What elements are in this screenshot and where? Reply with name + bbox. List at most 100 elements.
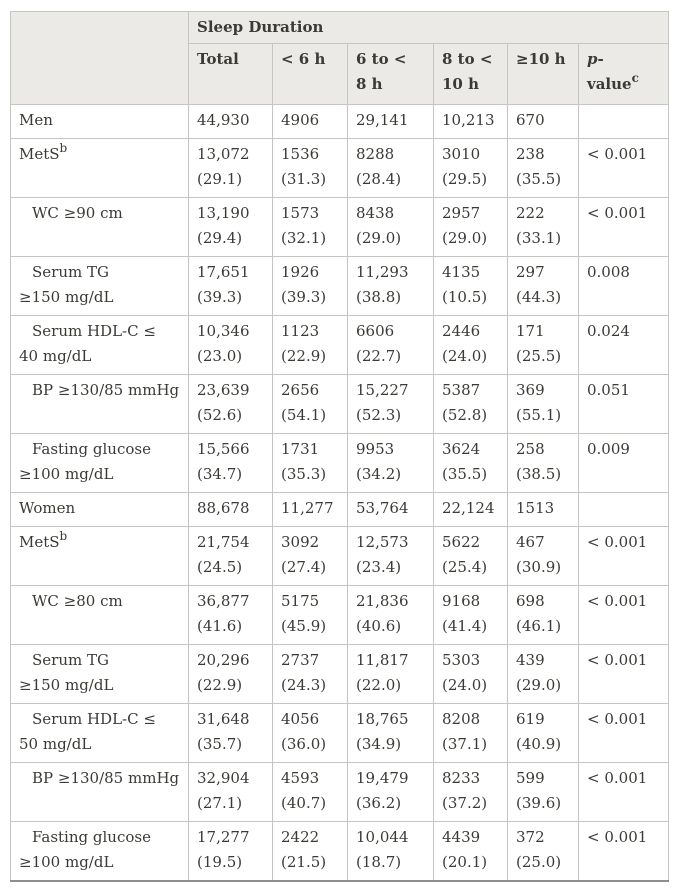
data-cell: 2737 (24.3) <box>272 644 348 704</box>
cell-count: 18,765 <box>356 710 409 728</box>
cell-percent: (37.1) <box>442 735 488 753</box>
cell-percent: (40.7) <box>281 794 327 812</box>
cell-count: 11,293 <box>356 263 409 281</box>
cell-percent: (46.1) <box>516 617 562 635</box>
cell-count: 21,836 <box>356 592 409 610</box>
data-cell: 8438 (29.0) <box>347 197 434 257</box>
data-cell: 44,930 <box>188 104 273 139</box>
cell-count: 12,573 <box>356 533 409 551</box>
cell-percent: (33.1) <box>516 229 562 247</box>
data-cell: 9168 (41.4) <box>433 585 508 645</box>
data-cell: 467 (30.9) <box>507 526 579 586</box>
p-value-cell: < 0.001 <box>577 703 670 763</box>
data-cell: 29,141 <box>347 104 434 139</box>
table-row: WC ≥90 cm 13,190 (29.4) 1573 (32.1) 8438 (29.0… <box>10 197 670 257</box>
table-row: MetSb 13,072 (29.1) 1536 (31.3) 8288 (28.4) 301… <box>10 138 670 198</box>
row-label-line2: 50 mg/dL <box>19 735 92 753</box>
cell-percent: (52.3) <box>356 406 402 424</box>
row-label: Fasting glucose <box>32 440 151 458</box>
cell-count: 372 <box>516 828 545 846</box>
cell-percent: (35.7) <box>197 735 243 753</box>
p-value-cell: 0.009 <box>577 433 670 493</box>
data-cell: 5175 (45.9) <box>272 585 348 645</box>
data-cell: 15,566 (34.7) <box>188 433 273 493</box>
cell-count: 9168 <box>442 592 481 610</box>
cell-percent: (35.5) <box>442 465 488 483</box>
cell-count: 8233 <box>442 769 481 787</box>
header-line: Total <box>197 50 239 68</box>
cell-count: 9953 <box>356 440 395 458</box>
header-line: 10 h <box>442 75 480 93</box>
cell-count: 5387 <box>442 381 481 399</box>
data-cell: 23,639 (52.6) <box>188 374 273 434</box>
data-cell: 3624 (35.5) <box>433 433 508 493</box>
row-label: BP ≥130/85 mmHg <box>32 769 180 787</box>
cell-percent: (27.4) <box>281 558 327 576</box>
cell-percent: (39.3) <box>281 288 327 306</box>
col-header-total: Total <box>188 43 273 105</box>
data-cell: 36,877 (41.6) <box>188 585 273 645</box>
cell-percent: (30.9) <box>516 558 562 576</box>
cell-count: 4135 <box>442 263 481 281</box>
cell-count: 3092 <box>281 533 320 551</box>
data-cell: 53,764 <box>347 492 434 527</box>
cell-count: 599 <box>516 769 545 787</box>
cell-percent: (22.0) <box>356 676 402 694</box>
data-cell: 222 (33.1) <box>507 197 579 257</box>
cell-count: 171 <box>516 322 545 340</box>
cell-percent: (39.6) <box>516 794 562 812</box>
row-label-cell: MetSb <box>10 138 189 198</box>
cell-count: 1731 <box>281 440 320 458</box>
data-cell: 670 <box>507 104 579 139</box>
cell-percent: (24.3) <box>281 676 327 694</box>
table-row: BP ≥130/85 mmHg 23,639 (52.6) 2656 (54.1) 15,… <box>10 374 670 434</box>
p-value-cell <box>577 104 670 139</box>
cell-percent: (29.0) <box>442 229 488 247</box>
header-line: value <box>587 75 632 93</box>
cell-percent: (40.6) <box>356 617 402 635</box>
cell-count: 15,566 <box>197 440 250 458</box>
data-cell: 619 (40.9) <box>507 703 579 763</box>
data-cell: 1731 (35.3) <box>272 433 348 493</box>
p-value-cell: < 0.001 <box>577 197 670 257</box>
cell-percent: (24.0) <box>442 676 488 694</box>
cell-count: 13,072 <box>197 145 250 163</box>
table-row: MetSb 21,754 (24.5) 3092 (27.4) 12,573 (23.4) 5… <box>10 526 670 586</box>
data-cell: 698 (46.1) <box>507 585 579 645</box>
cell-count: 13,190 <box>197 204 250 222</box>
cell-count: 238 <box>516 145 545 163</box>
cell-count: 258 <box>516 440 545 458</box>
col-header-lt-6h: < 6 h <box>272 43 348 105</box>
header-line: < 6 h <box>281 50 326 68</box>
row-label-line2: ≥100 mg/dL <box>19 465 114 483</box>
col-header-p-value: p- valuec <box>577 43 670 105</box>
cell-percent: (41.4) <box>442 617 488 635</box>
cell-count: 1513 <box>516 499 555 517</box>
p-value-cell: < 0.001 <box>577 526 670 586</box>
cell-count: 31,648 <box>197 710 250 728</box>
row-label: MetSb <box>19 141 68 163</box>
data-cell: 13,072 (29.1) <box>188 138 273 198</box>
header-columns-row: Total < 6 h 6 to < 8 h 8 to < 10 h ≥10 h p… <box>11 43 670 105</box>
cell-count: 369 <box>516 381 545 399</box>
cell-count: 15,227 <box>356 381 409 399</box>
cell-percent: (44.3) <box>516 288 562 306</box>
cell-count: 4593 <box>281 769 320 787</box>
data-cell: 22,124 <box>433 492 508 527</box>
data-cell: 3010 (29.5) <box>433 138 508 198</box>
row-label-line2: ≥150 mg/dL <box>19 288 114 306</box>
p-value-cell: < 0.001 <box>577 585 670 645</box>
cell-percent: (35.3) <box>281 465 327 483</box>
cell-count: 1926 <box>281 263 320 281</box>
header-line: - <box>597 50 604 68</box>
table-row: Serum TG ≥150 mg/dL 20,296 (22.9) 2737 (24.3)… <box>10 644 670 704</box>
header-group-label: Sleep Duration <box>187 11 670 44</box>
cell-count: 297 <box>516 263 545 281</box>
p-value-cell: < 0.001 <box>577 644 670 704</box>
cell-count: 22,124 <box>442 499 495 517</box>
cell-percent: (25.4) <box>442 558 488 576</box>
cell-count: 11,277 <box>281 499 334 517</box>
cell-percent: (29.4) <box>197 229 243 247</box>
col-header-6-to-8h: 6 to < 8 h <box>347 43 434 105</box>
row-label: Fasting glucose <box>32 828 151 846</box>
